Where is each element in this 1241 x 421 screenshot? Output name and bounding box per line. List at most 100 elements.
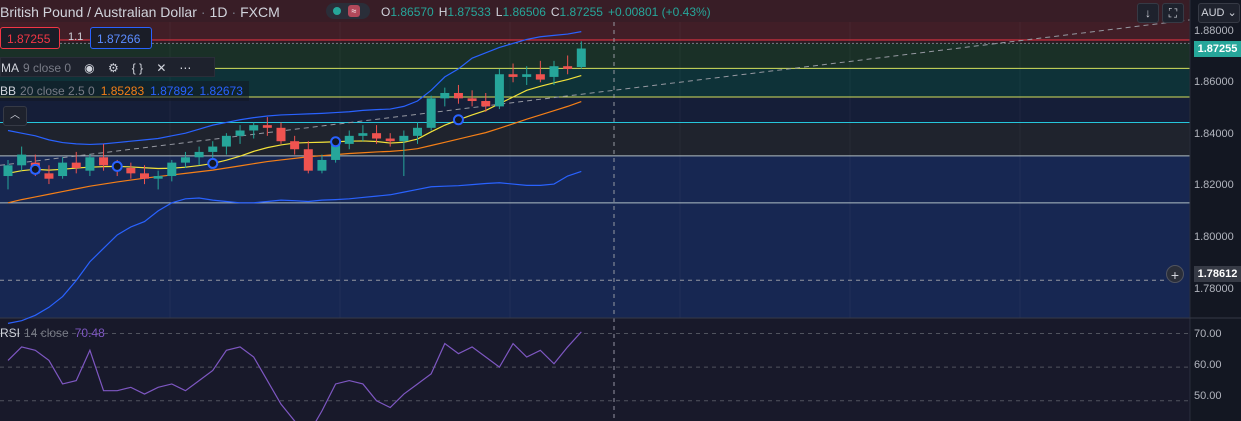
- candle-body: [126, 167, 136, 174]
- candle-body: [180, 157, 190, 163]
- signal-marker: [111, 160, 123, 172]
- candle-body: [331, 143, 341, 160]
- currency-selector[interactable]: AUD ⌄: [1198, 3, 1240, 23]
- open-value: 1.86570: [390, 5, 434, 19]
- bb-basis-value: 1.85283: [100, 84, 145, 98]
- sell-button[interactable]: 1.87255: [0, 27, 60, 49]
- candle-body: [85, 157, 95, 171]
- candle-body: [372, 133, 382, 139]
- buy-button[interactable]: 1.87266: [90, 27, 152, 49]
- chevron-down-icon: ⌄: [1227, 7, 1237, 19]
- candle-body: [522, 74, 532, 77]
- settings-gear-icon[interactable]: ⚙: [107, 61, 119, 75]
- candle-body: [153, 176, 163, 179]
- candle-body: [563, 66, 573, 69]
- zone-band: [0, 122, 1190, 156]
- bb-lower-value: 1.82673: [199, 84, 243, 98]
- candle-body: [221, 135, 231, 147]
- zone-band: [0, 22, 1190, 40]
- candle-body: [99, 157, 109, 166]
- ma-name: MA: [1, 61, 19, 75]
- add-plus-icon[interactable]: +: [1166, 265, 1184, 283]
- candle-body: [208, 146, 218, 152]
- price-axis-label: 1.80000: [1194, 231, 1234, 243]
- close-value: 1.87255: [559, 5, 603, 19]
- bb-basis-line: [7, 100, 582, 204]
- low-value: 1.86506: [502, 5, 546, 19]
- price-axis-label: 1.86000: [1194, 76, 1234, 88]
- candle-body: [235, 130, 245, 136]
- interval-label: 1D: [209, 4, 228, 20]
- candle-body: [344, 135, 354, 144]
- remove-close-icon[interactable]: ✕: [156, 61, 167, 75]
- candle-body: [71, 162, 81, 168]
- candle-body: [358, 133, 368, 136]
- source-code-icon[interactable]: { }: [131, 61, 144, 75]
- candle-body: [58, 162, 68, 177]
- market-status-icon[interactable]: ≈: [326, 3, 370, 19]
- candle-body: [317, 159, 327, 171]
- collapse-legend-chevron-up-icon[interactable]: ︿: [3, 106, 27, 126]
- candle-body: [453, 92, 463, 99]
- download-arrow-icon[interactable]: ↓: [1137, 3, 1159, 23]
- high-value: 1.87533: [447, 5, 491, 19]
- candle-body: [249, 125, 259, 131]
- price-axis-label: 1.84000: [1194, 128, 1234, 140]
- ma-indicator-legend[interactable]: MA 9 close 0 ◉ ⚙ { } ✕ ⋯: [0, 57, 215, 77]
- candle-body: [140, 173, 149, 179]
- exchange-label: FXCM: [240, 4, 280, 20]
- zone-band: [0, 202, 1190, 318]
- signal-marker: [452, 114, 464, 126]
- trend-line: [0, 19, 1191, 166]
- eye-icon[interactable]: ◉: [84, 61, 95, 75]
- bb-params: 20 close 2.5 0: [20, 84, 95, 98]
- candle-body: [413, 127, 422, 136]
- symbol-name: British Pound / Australian Dollar: [0, 4, 197, 20]
- price-axis-label: 1.82000: [1194, 179, 1234, 191]
- candle-body: [467, 98, 477, 102]
- ohlc-legend: O1.86570 H1.87533 L1.86506 C1.87255 +0.00801…: [381, 5, 711, 19]
- rsi-pane: [0, 318, 1190, 421]
- price-axis-label: 1.88000: [1194, 25, 1234, 37]
- ma-params: 9 close 0: [23, 61, 72, 75]
- candle-body: [508, 74, 518, 77]
- rsi-axis-label: 70.00: [1194, 328, 1222, 340]
- rsi-name: RSI: [0, 326, 21, 340]
- candle-body: [535, 74, 545, 80]
- rsi-axis-label: 60.00: [1194, 359, 1222, 371]
- bb-upper-value: 1.87892: [150, 84, 194, 98]
- candle-body: [303, 149, 313, 171]
- signal-marker: [207, 157, 219, 169]
- candle-body: [167, 162, 177, 177]
- candle-body: [262, 125, 272, 128]
- data-delay-icon: ≈: [348, 5, 360, 17]
- current-price-tag: 1.87255: [1194, 41, 1241, 57]
- market-open-dot-icon: [333, 7, 341, 15]
- price-axis-label: 1.78000: [1194, 283, 1234, 295]
- candle-body: [494, 74, 504, 107]
- symbol-title[interactable]: British Pound / Australian Dollar · 1D · FXC…: [0, 4, 280, 20]
- candle-body: [276, 127, 286, 142]
- candle-body: [3, 165, 13, 177]
- change-value: +0.00801 (+0.43%): [607, 5, 711, 19]
- candle-body: [481, 101, 491, 107]
- crosshair-price-tag: 1.78612: [1194, 266, 1241, 282]
- more-menu-icon[interactable]: ⋯: [179, 61, 192, 75]
- bb-indicator-legend[interactable]: BB 20 close 2.5 0 1.85283 1.87892 1.82673: [0, 81, 249, 101]
- quantity-label[interactable]: 1.1: [68, 31, 84, 43]
- zone-band: [0, 0, 1190, 22]
- candle-body: [399, 135, 409, 142]
- bb-lower-line: [7, 170, 582, 324]
- rsi-params: 14 close: [24, 326, 69, 340]
- zone-band: [0, 97, 1190, 123]
- rsi-axis-label: 50.00: [1194, 390, 1222, 402]
- bb-name: BB: [0, 84, 17, 98]
- candle-body: [576, 48, 586, 68]
- rsi-indicator-legend[interactable]: RSI 14 close 70.48: [0, 326, 105, 340]
- fullscreen-icon[interactable]: ⛶: [1162, 3, 1184, 23]
- signal-marker: [330, 136, 342, 148]
- zone-band: [0, 39, 1190, 44]
- rsi-value: 70.48: [74, 326, 105, 340]
- signal-marker: [29, 163, 41, 175]
- zone-band: [0, 155, 1190, 203]
